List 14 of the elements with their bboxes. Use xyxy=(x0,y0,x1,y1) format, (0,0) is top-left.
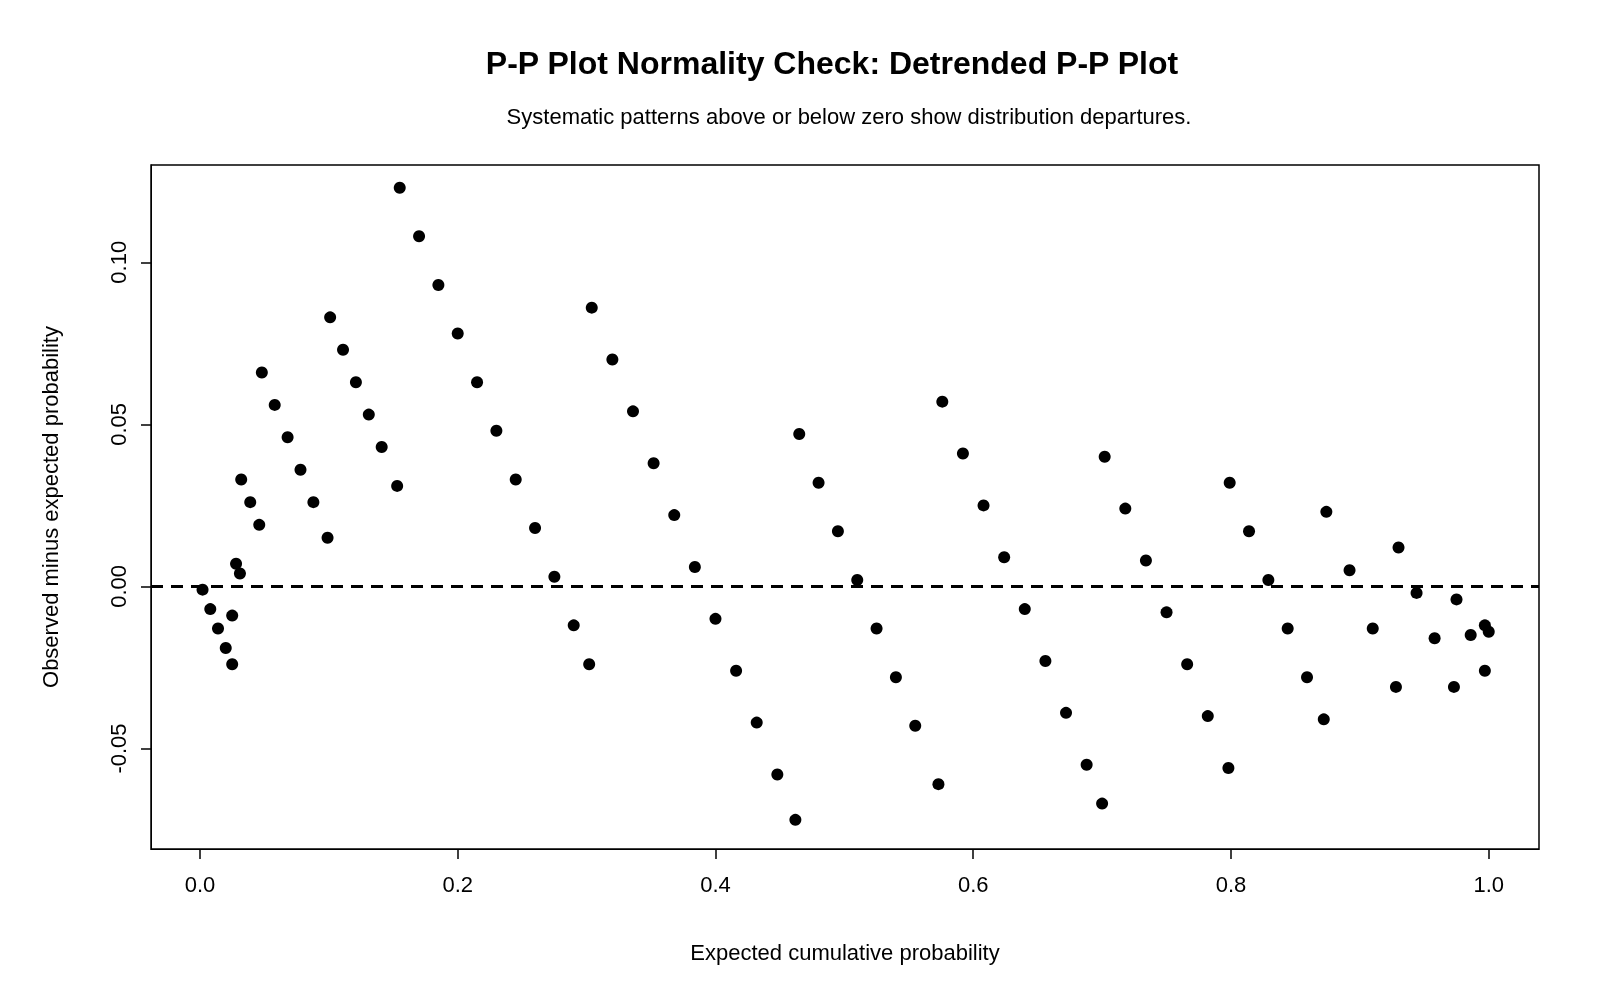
x-axis-title: Expected cumulative probability xyxy=(690,939,1000,965)
y-axis-title: Observed minus expected probability xyxy=(37,326,63,688)
x-tick-label: 0.4 xyxy=(700,871,731,897)
chart-subtitle: Systematic patterns above or below zero show distribution departures. xyxy=(506,103,1192,129)
chart-title: P-P Plot Normality Check: Detrended P-P Plot xyxy=(485,45,1179,81)
x-tick-label: 1.0 xyxy=(1473,871,1505,897)
x-tick-label: 0.0 xyxy=(184,871,216,897)
y-tick-label: 0.00 xyxy=(105,565,131,608)
y-tick-label: 0.10 xyxy=(105,240,131,284)
x-tick-label: 0.6 xyxy=(957,871,989,897)
y-tick-label: 0.05 xyxy=(105,402,131,446)
x-tick-label: 0.8 xyxy=(1215,871,1247,897)
y-tick-label: -0.05 xyxy=(105,723,131,774)
x-tick-label: 0.2 xyxy=(442,871,474,897)
